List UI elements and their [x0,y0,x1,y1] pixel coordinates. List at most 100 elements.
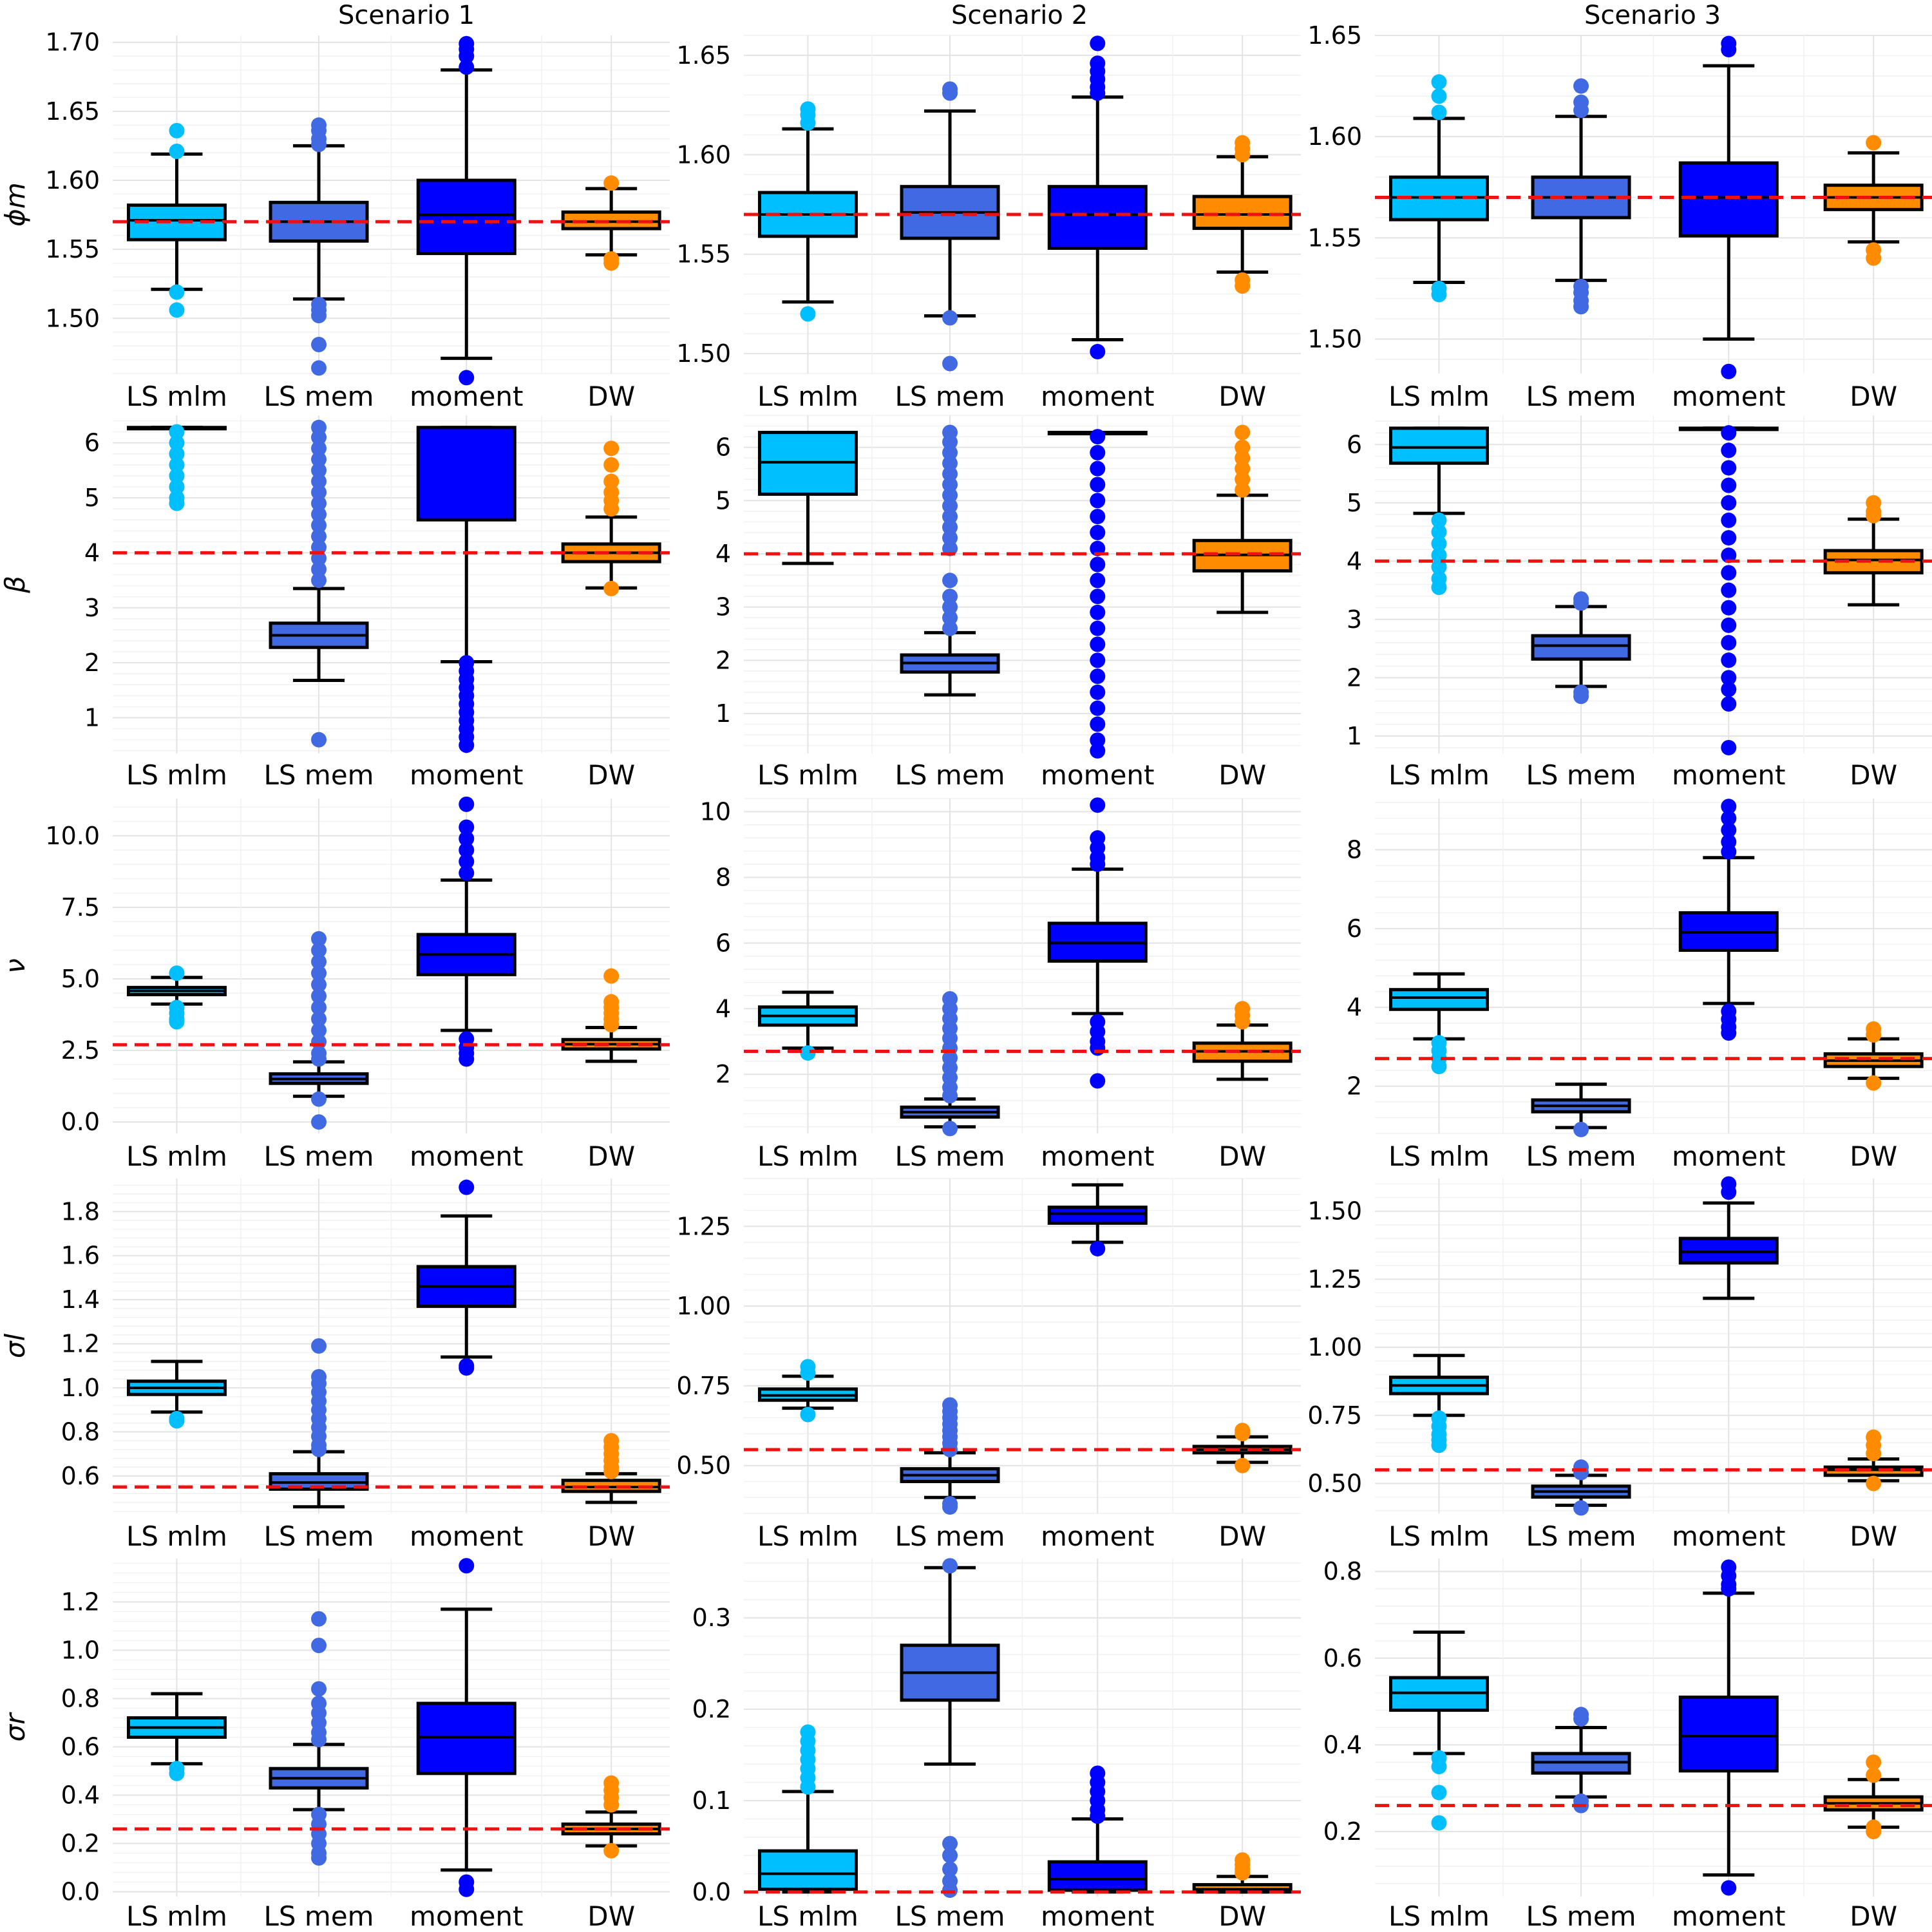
outlier-point [1866,1767,1882,1783]
outlier-point [311,732,327,748]
outlier-point [1090,668,1106,685]
iqr-box [1047,1206,1148,1225]
outlier-point [1090,429,1106,445]
panel-row2-scenario2: 1 2 3 4 5 6 LS mlm LS mem moment DW [715,415,1301,791]
outlier-point [1721,477,1737,493]
box-ls-mlm: LS mlm [1388,1354,1490,1552]
y-axis-ticks: 0.0 0.2 0.4 0.6 0.8 1.0 1.2 [61,1588,100,1906]
y-tick-label: 0.0 [692,1878,731,1906]
y-tick-label: 1 [715,699,731,728]
x-tick-label: moment [1041,381,1154,412]
y-axis-ticks: 0.0 0.1 0.2 0.3 [692,1604,731,1906]
outlier-point [1721,617,1737,633]
outlier-point [311,976,327,992]
box-moment: moment [1041,1183,1155,1552]
y-tick-label: 5 [715,486,731,515]
outlier-point [1090,493,1106,509]
box-dw: DW [561,1433,661,1552]
outlier-point [1090,344,1106,360]
box-ls-mem: LS mem [1526,78,1636,412]
outlier-point [459,48,475,64]
x-tick-label: moment [1672,1141,1785,1172]
outlier-point [459,831,475,847]
outlier-point [1090,589,1106,605]
grid [1375,415,1932,753]
iqr-box [416,178,516,256]
outlier-point [603,457,620,473]
outlier-point [1866,1754,1882,1770]
x-tick-label: moment [1041,1520,1154,1552]
panel-row3-scenario1: 0.0 2.5 5.0 7.5 10.0 ν LS mlm LS mem moment DW [0,796,670,1172]
outlier-point [1866,250,1882,266]
y-tick-label: 1.55 [45,235,100,263]
outlier-point [311,451,327,468]
outlier-point [603,440,620,457]
x-tick-label: LS mlm [126,1520,227,1552]
y-axis-ticks: 1 2 3 4 5 6 [84,429,100,732]
y-axis-ticks: 2 4 6 8 [1347,836,1362,1101]
x-tick-label: LS mlm [757,1141,858,1172]
outlier-point [1573,688,1589,705]
outlier-point [1090,1073,1106,1089]
x-tick-label: DW [587,1141,635,1172]
outlier-point [1866,1824,1882,1840]
panel-row1-scenario3: 1.50 1.55 1.60 1.65 LS mlm LS mem moment DW [1307,21,1932,412]
box-ls-mem: LS mem [895,81,1005,412]
x-tick-label: moment [1041,1141,1154,1172]
box-moment: moment [410,1558,524,1932]
grid [744,1558,1301,1897]
x-tick-label: LS mlm [126,759,227,791]
y-axis-ticks: 0.50 0.75 1.00 1.25 1.50 [1307,1197,1362,1498]
box-ls-mem: LS mem [1526,1459,1636,1552]
column-title-scenario-1: Scenario 1 [338,1,475,30]
outlier-point [1431,1059,1447,1074]
outlier-point [311,473,327,489]
outlier-point [1721,1184,1737,1200]
outlier-point [311,1850,327,1866]
outlier-point [942,620,958,636]
y-tick-label: 3 [84,594,100,622]
outlier-point [1090,700,1106,716]
outlier-point [1721,582,1737,598]
y-tick-label: 0.75 [1307,1401,1362,1430]
x-tick-label: moment [410,381,523,412]
outlier-point [1431,524,1447,540]
box-ls-mlm: LS mlm [126,1359,227,1552]
outlier-point [169,457,185,473]
y-axis-ticks: 1 2 3 4 5 6 [715,433,731,728]
y-tick-label: 1 [1347,722,1362,750]
y-axis-ticks: 1.50 1.55 1.60 1.65 [676,41,731,368]
outlier-point [311,462,327,478]
outlier-point [1235,439,1251,455]
x-tick-label: DW [1850,1900,1897,1932]
y-tick-label: 1.65 [45,97,100,126]
outlier-point [311,1011,327,1027]
x-tick-label: LS mlm [1388,759,1490,791]
x-tick-label: moment [1672,759,1785,791]
outlier-point [1431,559,1447,575]
outlier-point [459,842,475,858]
y-tick-label: 1.4 [61,1285,100,1314]
y-tick-label: 1.60 [45,166,100,194]
y-axis-ticks: 0.50 0.75 1.00 1.25 [676,1212,731,1479]
x-tick-label: LS mlm [126,381,227,412]
outlier-point [800,1779,816,1795]
y-tick-label: 0.4 [1323,1730,1362,1759]
grid [744,1178,1301,1514]
outlier-point [942,355,958,372]
outlier-point [603,1464,620,1479]
box-ls-mlm: LS mlm [1388,1630,1490,1932]
iqr-box [1531,634,1631,661]
outlier-point [311,308,327,323]
y-tick-label: 0.8 [1323,1557,1362,1586]
y-axis-ticks: 2 4 6 8 10 [700,797,731,1088]
y-tick-label: 1.25 [1307,1265,1362,1293]
outlier-point [459,865,475,881]
x-tick-label: moment [410,1900,523,1932]
y-tick-label: 1.2 [61,1330,100,1358]
outlier-point [169,478,185,495]
outlier-point [1090,636,1106,652]
outlier-point [169,1014,185,1030]
outlier-point [169,424,185,440]
outlier-point [311,942,327,958]
